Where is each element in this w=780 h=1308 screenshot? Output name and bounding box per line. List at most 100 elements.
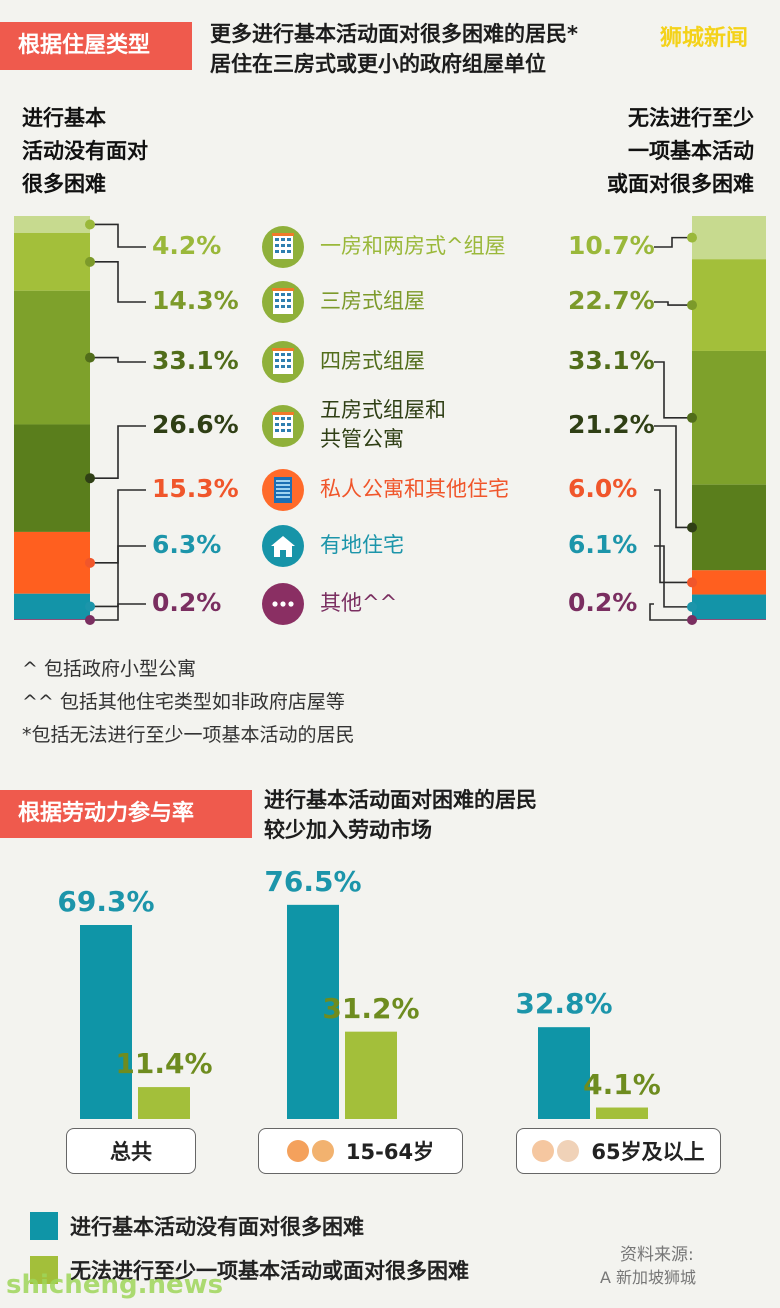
right-percent-label: 6.1%	[568, 530, 638, 559]
hdb-flat-icon	[262, 226, 304, 268]
category-label-line: 四房式组屋	[320, 349, 425, 373]
category-label: 一房和两房式^组屋	[320, 232, 506, 261]
group-box-65-plus: 65岁及以上	[516, 1128, 721, 1174]
left-connector-dot	[85, 473, 95, 484]
left-percent-label: 6.3%	[152, 530, 222, 559]
source-account: A 新加坡狮城	[600, 1268, 697, 1287]
right-connector-dot	[687, 412, 697, 423]
left-heading-line: 进行基本	[22, 106, 106, 130]
bar-difficulty	[138, 1087, 190, 1119]
right-stack-segment	[692, 619, 766, 620]
left-connector-line	[90, 545, 146, 608]
left-heading-line: 活动没有面对	[22, 139, 148, 163]
left-stack-segment	[14, 290, 90, 425]
condo-icon	[262, 469, 304, 511]
left-connector-line	[90, 261, 146, 303]
footnote-3: *包括无法进行至少一项基本活动的居民	[22, 724, 355, 746]
right-stack-segment	[692, 570, 766, 595]
right-stack-segment	[692, 484, 766, 571]
left-stack-segment	[14, 232, 90, 291]
housing-stacked-chart	[14, 216, 766, 625]
hdb-flat-icon	[262, 281, 304, 323]
group-box-15-64: 15-64岁	[258, 1128, 463, 1174]
right-connector-line	[654, 425, 692, 529]
left-percent-label: 15.3%	[152, 474, 239, 503]
left-connector-dot	[85, 601, 95, 612]
right-connector-dot	[687, 522, 697, 533]
category-label: 五房式组屋和 共管公寓	[320, 396, 446, 454]
right-heading-line: 一项基本活动	[628, 139, 754, 163]
left-connector-dot	[85, 557, 95, 568]
left-connector-line	[90, 356, 146, 363]
section-tag-labour: 根据劳动力参与率	[0, 790, 252, 838]
source-note: 资料来源:	[620, 1245, 694, 1265]
left-stack-segment	[14, 216, 90, 233]
right-connector-line	[649, 603, 692, 621]
right-stack-segment	[692, 350, 766, 485]
category-label: 有地住宅	[320, 531, 404, 560]
site-watermark: shicheng.news	[6, 1270, 224, 1300]
source-watermark: 狮城新闻	[660, 26, 749, 51]
left-percent-label: 26.6%	[152, 410, 239, 439]
legend-swatch-1	[30, 1212, 58, 1240]
category-label-line: 私人公寓和其他住宅	[320, 477, 509, 501]
left-connector-dot	[85, 352, 95, 363]
right-percent-label: 6.0%	[568, 474, 638, 503]
left-percent-label: 0.2%	[152, 588, 222, 617]
hdb-flat-icon	[262, 341, 304, 383]
left-stack-segment	[14, 593, 90, 620]
left-percent-label: 33.1%	[152, 346, 239, 375]
section-tag-housing: 根据住屋类型	[0, 22, 192, 70]
right-connector-line	[654, 489, 692, 584]
category-label-line: 共管公寓	[320, 427, 404, 451]
category-label-line: 一房和两房式^组屋	[320, 234, 506, 258]
hdb-flat-icon	[262, 405, 304, 447]
group-label: 65岁及以上	[591, 1140, 705, 1164]
category-label-line: 三房式组屋	[320, 289, 425, 313]
right-stack-segment	[692, 259, 766, 351]
right-connector-line	[654, 236, 692, 248]
left-connector-dot	[85, 219, 95, 230]
adult-face-icon	[286, 1140, 309, 1162]
group-box-total: 总共	[66, 1128, 196, 1174]
group-label: 15-64岁	[345, 1140, 435, 1164]
bar-no-difficulty	[538, 1027, 590, 1119]
right-connector-line	[654, 545, 692, 608]
elderly-face-icon	[532, 1140, 555, 1162]
right-stack-segment	[692, 216, 766, 260]
left-connector-line	[90, 425, 146, 479]
right-connector-dot	[687, 300, 697, 311]
category-label-line: 五房式组屋和	[320, 398, 446, 422]
section-headline-labour-2: 较少加入劳动市场	[264, 818, 432, 842]
legend-label-1: 进行基本活动没有面对很多困难	[70, 1215, 364, 1239]
section-headline-housing-1: 更多进行基本活动面对很多困难的居民*	[210, 22, 578, 46]
left-stack-segment	[14, 531, 90, 594]
right-connector-line	[654, 301, 692, 306]
left-percent-label: 4.2%	[152, 231, 222, 260]
right-connector-dot	[687, 615, 697, 625]
right-connector-dot	[687, 232, 697, 243]
left-column-heading: 进行基本 活动没有面对 很多困难	[22, 102, 148, 201]
left-stack-segment	[14, 424, 90, 532]
right-heading-line: 或面对很多困难	[607, 172, 754, 196]
section-headline-housing-2: 居住在三房式或更小的政府组屋单位	[210, 52, 546, 76]
category-label: 私人公寓和其他住宅	[320, 475, 509, 504]
right-percent-label: 21.2%	[568, 410, 655, 439]
left-connector-dot	[85, 615, 95, 625]
category-label: 其他^^	[320, 589, 397, 618]
right-percent-label: 22.7%	[568, 286, 655, 315]
left-stack-segment	[14, 619, 90, 620]
bar-value-label: 31.2%	[322, 991, 420, 1025]
left-percent-label: 14.3%	[152, 286, 239, 315]
adult-face-icon	[311, 1140, 334, 1162]
bar-no-difficulty	[80, 925, 132, 1119]
left-connector-line	[90, 603, 146, 621]
ellipsis-icon	[262, 583, 304, 625]
category-label: 三房式组屋	[320, 287, 425, 316]
left-connector-line	[90, 489, 146, 564]
footnote-1: ^ 包括政府小型公寓	[22, 658, 196, 680]
section-headline-labour-1: 进行基本活动面对困难的居民	[264, 788, 537, 812]
right-percent-label: 33.1%	[568, 346, 655, 375]
right-percent-label: 0.2%	[568, 588, 638, 617]
right-connector-dot	[687, 601, 697, 612]
